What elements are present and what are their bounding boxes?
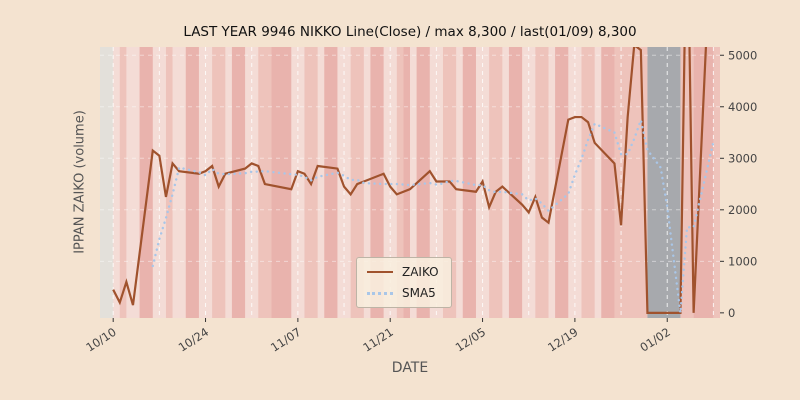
svg-text:11/21: 11/21 <box>360 325 395 355</box>
svg-text:2000: 2000 <box>728 203 757 217</box>
sma5-line-sample <box>367 291 393 295</box>
svg-text:10/10: 10/10 <box>83 325 118 355</box>
svg-text:4000: 4000 <box>728 100 757 114</box>
day-shading <box>119 47 720 318</box>
svg-text:0: 0 <box>728 306 735 320</box>
x-axis-label: DATE <box>391 360 429 376</box>
svg-text:11/07: 11/07 <box>268 325 303 355</box>
svg-text:10/24: 10/24 <box>176 325 211 355</box>
chart-title: LAST YEAR 9946 NIKKO Line(Close) / max 8… <box>183 24 637 40</box>
zaiko-line <box>112 47 708 314</box>
weekend-shading <box>139 47 714 318</box>
zaiko-line-sample <box>367 271 393 273</box>
legend: ZAIKO SMA5 <box>356 257 452 308</box>
legend-label-zaiko: ZAIKO <box>402 265 439 279</box>
svg-text:12/19: 12/19 <box>545 325 580 355</box>
holiday-shading <box>100 47 681 318</box>
y-axis-label: IPPAN ZAIKO (volume) <box>72 110 88 254</box>
legend-item-zaiko: ZAIKO <box>367 265 439 279</box>
legend-label-sma5: SMA5 <box>402 286 436 300</box>
y-tick-labels: 0 1000 2000 3000 4000 5000 <box>720 48 757 320</box>
x-tick-labels: 10/10 10/24 11/07 11/21 12/05 12/19 01/02 <box>83 318 673 355</box>
svg-text:5000: 5000 <box>728 48 757 62</box>
svg-text:3000: 3000 <box>728 151 757 165</box>
legend-item-sma5: SMA5 <box>367 286 439 300</box>
svg-text:1000: 1000 <box>728 254 757 268</box>
svg-text:01/02: 01/02 <box>637 325 672 355</box>
sma5-line <box>151 115 715 313</box>
svg-text:12/05: 12/05 <box>453 325 488 355</box>
